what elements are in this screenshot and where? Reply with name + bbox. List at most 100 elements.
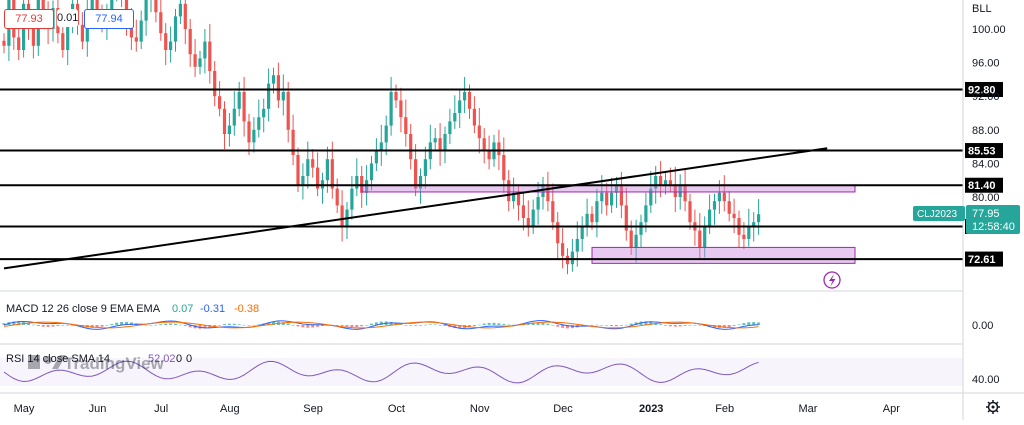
candle-body (742, 234, 746, 239)
candle-body (467, 92, 472, 109)
candle-body (712, 201, 717, 210)
candle-body (31, 24, 35, 46)
rsi-title: RSI 14 close SMA 14 (6, 353, 110, 365)
candle-body (727, 201, 731, 214)
ask-price-box[interactable]: 77.93 (4, 9, 54, 29)
macd-histogram-bar (590, 324, 594, 326)
macd-histogram-bar (120, 321, 124, 325)
macd-histogram-bar (742, 323, 746, 325)
candle-body (252, 129, 256, 143)
macd-histogram-bar (468, 325, 471, 328)
lightning-icon[interactable] (823, 271, 841, 289)
candle-body (590, 213, 594, 223)
candle-body (414, 159, 418, 189)
macd-histogram-bar (727, 325, 731, 328)
macd-histogram-bar (433, 324, 437, 326)
candle-body (453, 113, 457, 122)
macd-histogram-bar (188, 325, 192, 328)
candle-body (600, 192, 604, 202)
candle-body (95, 0, 99, 13)
macd-histogram-bar (556, 325, 560, 327)
macd-value: 0.07 (172, 303, 193, 315)
macd-histogram-bar (31, 324, 35, 326)
macd-histogram-bar (144, 324, 148, 326)
price-tick-label: 84.00 (972, 158, 1000, 170)
macd-histogram-bar (561, 325, 565, 328)
macd-axis-label: 0.00 (972, 320, 993, 332)
macd-histogram-bar (404, 325, 408, 326)
macd-histogram-bar (399, 324, 403, 325)
macd-histogram-bar (487, 322, 491, 325)
candle-body (649, 188, 653, 206)
candle-body (355, 176, 359, 189)
macd-histogram-bar (678, 325, 682, 327)
macd-histogram-bar (419, 325, 422, 326)
candle-body (325, 159, 329, 181)
candle-body (610, 192, 614, 206)
candle-body (708, 209, 712, 227)
level-price-tag (965, 177, 1003, 193)
candle-body (585, 213, 589, 227)
candle-body (580, 226, 584, 239)
macd-histogram-bar (551, 325, 555, 326)
macd-histogram-bar (61, 325, 65, 326)
level-price-label: 92.80 (968, 84, 996, 96)
candle-body (198, 58, 202, 67)
macd-histogram-bar (2, 323, 6, 325)
candle-body (296, 155, 300, 185)
candle-body (301, 176, 305, 185)
price-tick-label: 80.00 (972, 192, 1000, 204)
candle-body (443, 134, 447, 151)
candle-body (365, 180, 369, 193)
candle-body (330, 159, 334, 189)
candle-body (281, 92, 285, 101)
macd-histogram-bar (546, 323, 550, 325)
candle-body (404, 117, 408, 134)
candle-body (722, 192, 726, 202)
macd-histogram-bar (492, 322, 496, 325)
macd-histogram-bar (291, 324, 295, 326)
candle-body (561, 243, 565, 256)
macd-histogram-bar (619, 325, 623, 326)
time-tick-label: Nov (470, 403, 490, 415)
candle-body (110, 0, 114, 17)
macd-histogram-bar (281, 322, 285, 325)
rsi-extra-value: 0 (186, 353, 192, 365)
spread-value: 0.01 (57, 9, 79, 27)
time-tick-label: Sep (303, 403, 323, 415)
macd-histogram-bar (497, 323, 501, 325)
macd-histogram-bar (159, 324, 163, 325)
gear-icon[interactable] (986, 400, 1000, 414)
currency-label[interactable]: BLL (972, 3, 992, 15)
macd-histogram-bar (46, 325, 50, 327)
macd-histogram-bar (698, 325, 702, 326)
bid-price-box[interactable]: 77.94 (84, 9, 134, 29)
candle-body (487, 150, 491, 160)
candle-body (399, 100, 403, 118)
axes: 100.00 96.00 92.00 88.00 84.00 80.00 May Jun Jul… (14, 24, 1006, 415)
macd-histogram-bar (673, 325, 677, 327)
candle-body (634, 234, 638, 248)
macd-histogram-bar (56, 325, 60, 326)
level-price-tag (965, 251, 1003, 267)
macd-histogram-bar (95, 325, 99, 328)
watermark-text: TradingView (64, 354, 165, 373)
macd-histogram-bar (316, 325, 320, 327)
macd-histogram-bar (624, 324, 628, 326)
macd-histogram-bar (360, 325, 364, 327)
candle-body (90, 0, 94, 17)
candle-body (267, 83, 271, 109)
macd-histogram-bar (301, 325, 305, 328)
macd-histogram-bar (683, 325, 687, 326)
macd-histogram-bar (311, 325, 315, 328)
macd-histogram-bar (605, 325, 609, 326)
macd-histogram-bar (174, 323, 177, 325)
candle-body (316, 167, 320, 189)
macd-histogram-bar (610, 325, 614, 327)
bar-countdown: 12:58:40 (972, 221, 1015, 233)
candle-body (41, 0, 45, 17)
macd-histogram-bar (664, 325, 667, 326)
candle-body (369, 163, 374, 181)
macd-histogram-bar (634, 322, 638, 325)
